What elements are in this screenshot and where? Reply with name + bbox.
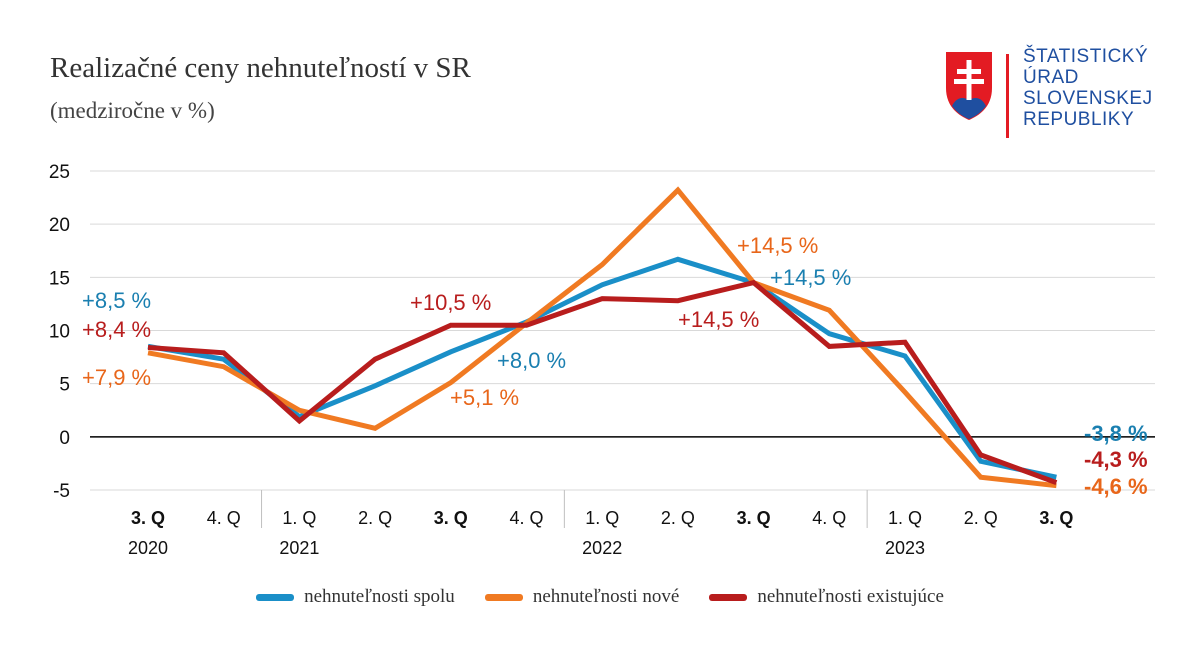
x-tick-label: 1. Q [888, 508, 922, 528]
x-tick-label: 2. Q [661, 508, 695, 528]
legend-label-existujuce: nehnuteľnosti existujúce [757, 586, 944, 607]
data-label: +14,5 % [737, 233, 818, 258]
x-tick-label: 3. Q [131, 508, 165, 528]
line-chart: -5 0 5 10 15 20 25 3. Q 4. Q 1. Q 2. Q 3. Q 4. Q 1. Q… [49, 162, 1155, 558]
data-label: -4,3 % [1084, 447, 1148, 472]
y-tick-label: 25 [49, 162, 70, 183]
data-label: +8,5 % [82, 288, 151, 313]
x-tick-label: 3. Q [1039, 508, 1073, 528]
x-tick-label: 3. Q [737, 508, 771, 528]
year-label: 2020 [128, 538, 168, 558]
data-label: +8,4 % [82, 317, 151, 342]
chart-title: Realizačné ceny nehnuteľností v SR [50, 52, 471, 84]
series-line-3 [147, 279, 1058, 485]
x-tick-label: 3. Q [434, 508, 468, 528]
legend-swatch-nove [484, 593, 523, 601]
data-label: +14,5 % [678, 307, 759, 332]
x-tick-label: 4. Q [207, 508, 241, 528]
logo-line-3: SLOVENSKEJ [1023, 88, 1153, 109]
legend-item-nove: nehnuteľnosti nové [484, 586, 680, 608]
y-tick-label: 10 [49, 322, 70, 343]
y-tick-label: 20 [49, 215, 70, 236]
x-tick-label: 1. Q [282, 508, 316, 528]
legend-label-nove: nehnuteľnosti nové [532, 586, 680, 607]
y-tick-label: -5 [53, 481, 70, 502]
data-label: -3,8 % [1084, 421, 1148, 446]
x-tick-label: 4. Q [509, 508, 543, 528]
y-tick-label: 0 [59, 428, 70, 449]
data-label: -4,6 % [1084, 474, 1148, 499]
chart-subtitle: (medziročne v %) [50, 98, 215, 123]
legend-swatch-spolu [256, 593, 295, 601]
data-label: +14,5 % [770, 265, 851, 290]
legend-item-spolu: nehnuteľnosti spolu [256, 586, 455, 608]
data-label: +10,5 % [410, 290, 491, 315]
year-label: 2022 [582, 538, 622, 558]
legend-item-existujuce: nehnuteľnosti existujúce [709, 586, 944, 608]
data-label: +8,0 % [497, 348, 566, 373]
logo-line-1: ŠTATISTICKÝ [1023, 46, 1149, 67]
series-line-1 [147, 256, 1057, 480]
coat-of-arms-logo [946, 52, 1009, 138]
year-label: 2021 [279, 538, 319, 558]
logo-line-2: ÚRAD [1023, 67, 1079, 88]
chart-legend: nehnuteľnosti spolu nehnuteľnosti nové n… [0, 586, 1200, 608]
series-line-2 [147, 186, 1057, 489]
data-label: +7,9 % [82, 365, 151, 390]
y-tick-label: 15 [49, 268, 70, 289]
institution-name: ŠTATISTICKÝ ÚRAD SLOVENSKEJ REPUBLIKY [1023, 46, 1153, 130]
logo-line-4: REPUBLIKY [1023, 109, 1135, 130]
legend-label-spolu: nehnuteľnosti spolu [304, 586, 455, 607]
x-tick-label: 2. Q [964, 508, 998, 528]
x-tick-label: 4. Q [812, 508, 846, 528]
year-label: 2023 [885, 538, 925, 558]
x-tick-label: 2. Q [358, 508, 392, 528]
y-tick-label: 5 [59, 375, 70, 396]
x-tick-label: 1. Q [585, 508, 619, 528]
legend-swatch-existujuce [709, 593, 748, 601]
data-label: +5,1 % [450, 385, 519, 410]
